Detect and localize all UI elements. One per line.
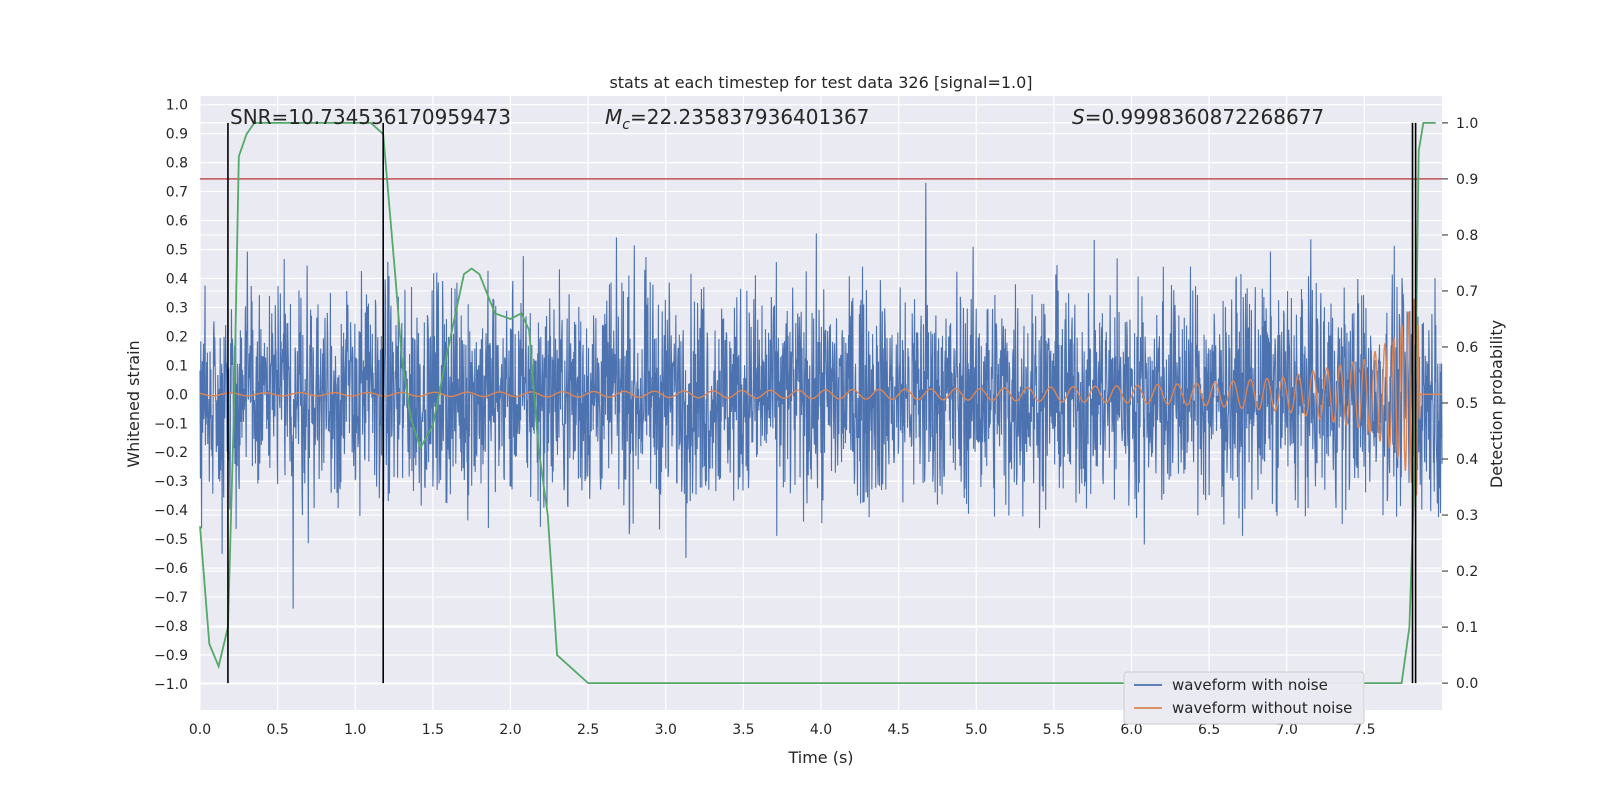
- y-tick-label: −0.7: [154, 590, 188, 606]
- x-tick-label: 3.5: [732, 722, 754, 738]
- y-tick-label: −0.6: [154, 561, 188, 577]
- chirp-mass-value: =22.235837936401367: [630, 105, 869, 129]
- x-tick-label: 6.0: [1120, 722, 1142, 738]
- y-tick-label: 0.2: [166, 329, 188, 345]
- y2-tick-label: 0.4: [1456, 452, 1478, 468]
- legend-label-clean: waveform without noise: [1172, 699, 1352, 717]
- y2-tick-label: 0.5: [1456, 396, 1478, 412]
- legend-label-noise: waveform with noise: [1172, 676, 1328, 694]
- y-tick-label: 0.9: [166, 127, 188, 143]
- y2-tick-label: 0.9: [1456, 172, 1478, 188]
- y-tick-label: −0.3: [154, 474, 188, 490]
- y-tick-label: 0.3: [166, 300, 188, 316]
- y-tick-label: 1.0: [166, 98, 188, 114]
- x-axis-label: Time (s): [787, 748, 853, 767]
- legend-box: [1123, 671, 1365, 725]
- x-tick-label: 1.0: [344, 722, 366, 738]
- y2-tick-label: 0.7: [1456, 284, 1478, 300]
- y-tick-label: −0.5: [154, 532, 188, 548]
- x-tick-label: 4.0: [810, 722, 832, 738]
- x-tick-label: 1.5: [422, 722, 444, 738]
- x-tick-label: 7.0: [1276, 722, 1298, 738]
- y-tick-label: 0.7: [166, 185, 188, 201]
- snr-annotation: SNR=10.734536170959473: [230, 105, 511, 129]
- x-tick-label: 5.5: [1043, 722, 1065, 738]
- x-tick-label: 6.5: [1198, 722, 1220, 738]
- x-tick-label: 0.0: [189, 722, 211, 738]
- s-symbol: S: [1072, 105, 1085, 129]
- y-tick-label: 0.5: [166, 243, 188, 259]
- legend: waveform with noise waveform without noi…: [1123, 671, 1365, 725]
- y-tick-label: −0.1: [154, 416, 188, 432]
- y2-tick-label: 0.1: [1456, 620, 1478, 636]
- x-tick-label: 4.5: [887, 722, 909, 738]
- x-tick-label: 2.5: [577, 722, 599, 738]
- x-tick-label: 3.0: [655, 722, 677, 738]
- y2-tick-label: 0.6: [1456, 340, 1478, 356]
- s-value: =0.9998360872268677: [1085, 105, 1324, 129]
- y-tick-label: 0.0: [166, 387, 188, 403]
- y-tick-label: −0.9: [154, 648, 188, 664]
- chart-title: stats at each timestep for test data 326…: [609, 73, 1032, 92]
- y-tick-label: −0.4: [154, 503, 188, 519]
- y-tick-label: −0.8: [154, 619, 188, 635]
- y-tick-label: 0.8: [166, 156, 188, 172]
- x-tick-label: 5.0: [965, 722, 987, 738]
- y-tick-label: −1.0: [154, 677, 188, 693]
- chirp-mass-subscript: c: [622, 117, 630, 133]
- chirp-mass-annotation: Mc=22.235837936401367: [605, 105, 869, 133]
- x-tick-label: 2.0: [499, 722, 521, 738]
- vertical-markers: [227, 122, 1417, 684]
- chirp-mass-symbol: M: [605, 105, 622, 129]
- y2-axis-label: Detection probability: [1487, 320, 1506, 488]
- y2-tick-label: 0.8: [1456, 228, 1478, 244]
- y2-tick-label: 0.3: [1456, 508, 1478, 524]
- y-axis-label: Whitened strain: [124, 340, 143, 467]
- y2-tick-label: 0.2: [1456, 564, 1478, 580]
- ticks: 0.0 0.5 1.0 1.5 2.0 2.5 3.0 3.5 4.0 4.5 5.0 5.5 6.0 6…: [154, 98, 1478, 738]
- y2-tick-label: 0.0: [1456, 676, 1478, 692]
- y-tick-label: −0.2: [154, 445, 188, 461]
- x-tick-label: 0.5: [266, 722, 288, 738]
- x-tick-label: 7.5: [1353, 722, 1375, 738]
- y-tick-label: 0.4: [166, 271, 188, 287]
- s-annotation: S=0.9998360872268677: [1072, 105, 1324, 129]
- y-tick-label: 0.6: [166, 214, 188, 230]
- y-tick-label: 0.1: [166, 358, 188, 374]
- y2-tick-label: 1.0: [1456, 116, 1478, 132]
